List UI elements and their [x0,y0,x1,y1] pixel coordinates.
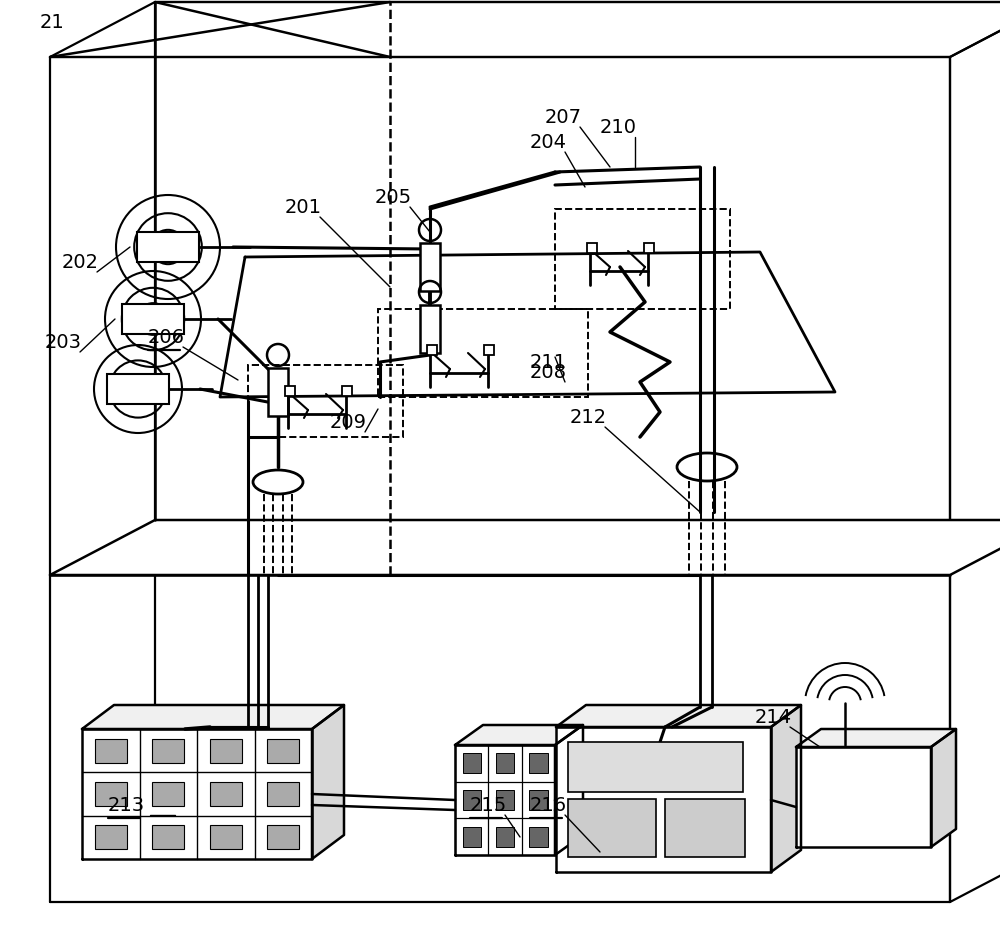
Bar [137,232,199,262]
Text: 202: 202 [62,253,99,272]
Text: 207: 207 [545,108,582,127]
Text: 201: 201 [285,198,322,217]
Bar [210,825,242,849]
Bar [267,739,299,763]
Bar [529,827,548,846]
Polygon shape [796,747,931,847]
Polygon shape [312,705,344,859]
Text: 205: 205 [375,188,412,207]
Text: 204: 204 [530,133,567,152]
Polygon shape [950,2,1000,902]
Polygon shape [556,705,801,727]
Text: 206: 206 [148,328,185,347]
Bar [496,827,514,846]
Polygon shape [82,705,344,729]
Polygon shape [455,725,583,745]
Text: 213: 213 [108,796,145,815]
Bar [462,790,481,810]
Bar [248,365,403,437]
Bar [420,305,440,353]
Bar [484,345,494,355]
Bar [107,374,169,404]
Bar [210,739,242,763]
Bar [95,739,127,763]
Text: 216: 216 [530,796,567,815]
Bar [462,754,481,773]
Bar [122,304,184,334]
Bar [378,309,588,397]
Bar [496,754,514,773]
Text: 203: 203 [45,333,82,352]
Bar [462,827,481,846]
Bar [529,754,548,773]
Polygon shape [50,520,1000,575]
Polygon shape [931,729,956,847]
Text: 210: 210 [600,118,637,137]
Polygon shape [455,745,555,855]
Bar [644,243,654,253]
Bar [210,782,242,806]
Bar [555,209,730,309]
Text: 215: 215 [470,796,507,815]
Bar [152,739,184,763]
Bar [152,825,184,849]
Bar [427,345,437,355]
Polygon shape [50,2,1000,57]
Bar [342,386,352,396]
Text: 208: 208 [530,363,567,382]
Text: 214: 214 [755,708,792,727]
Bar [285,386,295,396]
Bar [95,782,127,806]
Text: 212: 212 [570,408,607,427]
Bar [665,799,745,857]
Text: 21: 21 [40,13,65,32]
Bar [267,825,299,849]
Polygon shape [220,252,835,397]
Polygon shape [771,705,801,872]
Polygon shape [556,727,771,872]
Polygon shape [82,729,312,859]
Bar [496,790,514,810]
Bar [152,782,184,806]
Text: 209: 209 [330,413,367,432]
Polygon shape [796,729,956,747]
Polygon shape [555,725,583,855]
Bar [268,368,288,416]
Bar [568,742,743,792]
Bar [529,790,548,810]
Bar [267,782,299,806]
Text: 211: 211 [530,353,567,372]
Bar [420,243,440,291]
Bar [568,799,656,857]
Bar [95,825,127,849]
Bar [587,243,597,253]
